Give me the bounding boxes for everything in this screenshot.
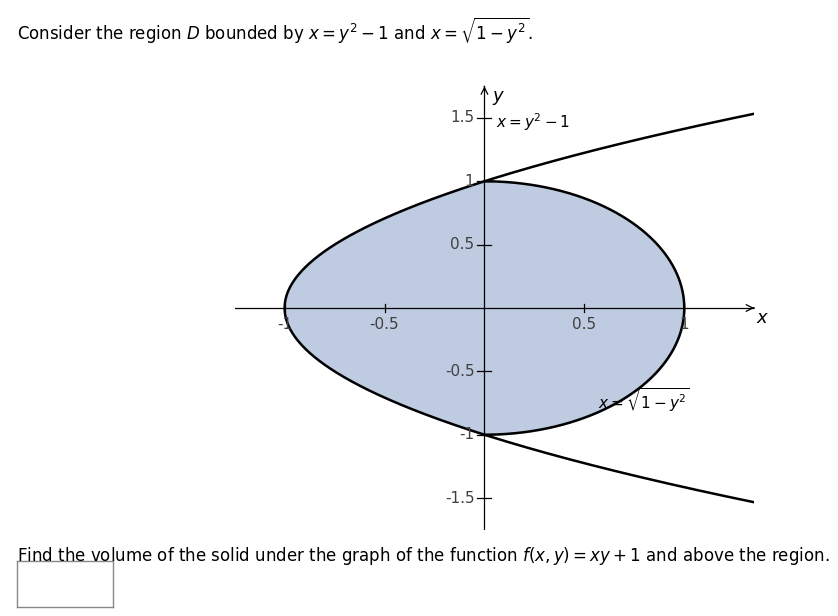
Text: -1: -1 xyxy=(459,428,474,442)
Text: 1: 1 xyxy=(680,317,689,332)
Text: -0.5: -0.5 xyxy=(445,364,474,379)
Text: $x = y^2 - 1$: $x = y^2 - 1$ xyxy=(496,111,571,132)
Text: -0.5: -0.5 xyxy=(370,317,400,332)
Text: 0.5: 0.5 xyxy=(450,237,474,252)
Text: 1.5: 1.5 xyxy=(450,110,474,126)
Text: Find the volume of the solid under the graph of the function $f(x, y) = xy + 1$ : Find the volume of the solid under the g… xyxy=(17,545,830,567)
Text: -1.5: -1.5 xyxy=(445,490,474,506)
Text: $y$: $y$ xyxy=(493,89,506,107)
Text: -1: -1 xyxy=(277,317,292,332)
Text: $x$: $x$ xyxy=(756,309,769,327)
Text: 1: 1 xyxy=(465,174,474,188)
Text: $x = \sqrt{1 - y^2}$: $x = \sqrt{1 - y^2}$ xyxy=(598,387,691,414)
Text: Consider the region $D$ bounded by $x = y^2 - 1$ and $x = \sqrt{1 - y^2}$.: Consider the region $D$ bounded by $x = … xyxy=(17,15,533,46)
Text: 0.5: 0.5 xyxy=(572,317,597,332)
